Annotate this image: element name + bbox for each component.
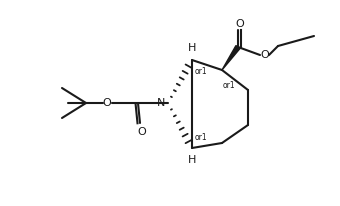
Polygon shape: [222, 46, 240, 70]
Text: N: N: [157, 98, 165, 108]
Text: or1: or1: [195, 67, 207, 76]
Text: O: O: [138, 127, 147, 137]
Text: O: O: [236, 19, 244, 29]
Text: or1: or1: [195, 132, 207, 142]
Text: H: H: [188, 43, 196, 53]
Text: O: O: [261, 50, 269, 60]
Text: O: O: [103, 98, 112, 108]
Text: H: H: [188, 155, 196, 165]
Text: or1: or1: [223, 81, 235, 89]
